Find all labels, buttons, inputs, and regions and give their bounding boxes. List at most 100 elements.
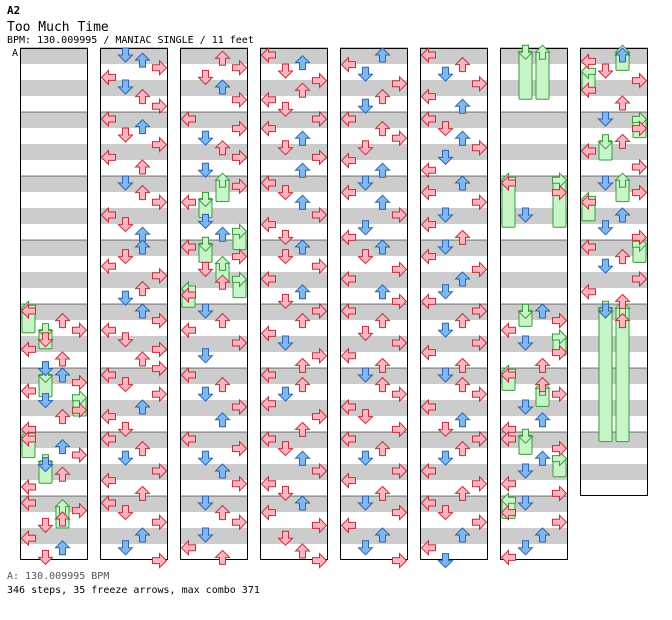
beat-stripe xyxy=(260,464,328,480)
beat-stripe xyxy=(100,464,168,480)
step-arrow-down xyxy=(197,130,214,146)
freeze-head xyxy=(614,172,631,188)
column-border xyxy=(420,48,488,560)
step-arrow-down xyxy=(277,530,294,546)
beat-stripe xyxy=(340,64,408,80)
step-arrow-down xyxy=(437,284,454,300)
step-arrow-right xyxy=(232,513,248,531)
beat-stripe xyxy=(20,352,88,368)
step-arrow-down xyxy=(197,527,214,543)
beat-stripe xyxy=(580,448,648,464)
step-arrow-right xyxy=(552,485,568,502)
step-arrow-up xyxy=(294,495,311,511)
freeze-head xyxy=(517,303,534,320)
beat-stripe xyxy=(180,192,248,208)
beat-stripe xyxy=(340,272,408,288)
step-arrow-right xyxy=(232,177,248,195)
step-arrow-up xyxy=(134,88,151,105)
beat-stripe xyxy=(180,496,248,512)
beat-stripe xyxy=(20,496,88,512)
step-arrow-down xyxy=(37,393,54,409)
beat-stripe xyxy=(20,304,88,320)
step-arrow-left xyxy=(420,398,436,416)
step-arrow-up xyxy=(214,226,231,242)
step-arrow-down xyxy=(437,207,454,223)
step-arrow-up xyxy=(54,466,71,482)
step-arrow-left xyxy=(180,193,196,211)
step-arrow-left xyxy=(260,504,276,521)
step-arrow-up xyxy=(214,312,231,329)
step-arrow-right xyxy=(472,139,488,157)
beat-stripe xyxy=(260,528,328,544)
step-arrow-down xyxy=(357,66,374,82)
step-arrow-up xyxy=(374,47,391,63)
step-arrow-up xyxy=(214,463,231,479)
beat-stripe xyxy=(580,48,648,64)
freeze-head xyxy=(197,191,214,208)
beat-stripe xyxy=(420,48,488,64)
beat-stripe xyxy=(580,480,648,496)
step-arrow-left xyxy=(260,395,276,413)
beat-stripe xyxy=(180,384,248,400)
step-arrow-up xyxy=(454,440,471,457)
beat-stripe xyxy=(500,400,568,416)
step-arrow-right xyxy=(632,229,648,246)
beat-stripe xyxy=(260,432,328,448)
step-arrow-left xyxy=(340,302,356,320)
beat-stripe xyxy=(180,544,248,560)
step-arrow-down xyxy=(117,421,134,438)
beat-stripe xyxy=(500,160,568,176)
step-arrow-up xyxy=(214,50,231,66)
step-arrow-right xyxy=(472,475,488,493)
step-arrow-left xyxy=(260,475,276,493)
beat-stripe xyxy=(260,480,328,496)
step-arrow-right xyxy=(472,302,488,320)
beat-stripe xyxy=(340,240,408,256)
beat-stripe xyxy=(500,384,568,400)
step-arrow-down xyxy=(357,409,374,425)
beat-stripe xyxy=(100,96,168,112)
beat-stripe xyxy=(260,176,328,192)
beat-stripe xyxy=(580,224,648,240)
step-arrow-up xyxy=(614,207,631,223)
beat-stripe xyxy=(420,384,488,400)
beat-stripe xyxy=(20,368,88,384)
step-arrow-down xyxy=(197,495,214,511)
freeze-arrow-down xyxy=(597,300,614,443)
beat-stripe xyxy=(500,112,568,128)
step-arrow-up xyxy=(134,159,151,175)
beat-stripe xyxy=(500,224,568,240)
step-arrow-up xyxy=(54,511,71,527)
step-arrow-left xyxy=(420,161,436,179)
beat-stripe xyxy=(580,272,648,288)
step-arrow-up xyxy=(454,175,471,191)
step-arrow-up xyxy=(454,527,471,543)
step-arrow-up xyxy=(534,303,551,319)
beat-stripe xyxy=(20,432,88,448)
step-arrow-right xyxy=(632,158,648,176)
beat-stripe xyxy=(180,240,248,256)
beat-stripe xyxy=(260,80,328,96)
footer-stats: 346 steps, 35 freeze arrows, max combo 3… xyxy=(7,585,260,596)
step-arrow-down xyxy=(357,220,374,236)
step-arrow-up xyxy=(534,412,551,428)
beat-stripe xyxy=(420,304,488,320)
beat-stripe xyxy=(580,288,648,304)
step-arrow-right xyxy=(152,552,168,569)
step-arrow-right xyxy=(472,334,488,352)
step-arrow-left xyxy=(340,229,356,246)
step-arrow-up xyxy=(54,351,71,367)
beat-stripe xyxy=(500,128,568,144)
step-arrow-down xyxy=(277,63,294,79)
beat-stripe xyxy=(500,240,568,256)
step-arrow-up xyxy=(54,367,71,383)
step-arrow-left xyxy=(420,539,436,557)
step-arrow-right xyxy=(152,267,168,285)
column-border xyxy=(580,48,648,496)
step-arrow-left xyxy=(500,321,516,339)
beat-stripe xyxy=(340,224,408,240)
beat-stripe xyxy=(20,256,88,272)
step-arrow-down xyxy=(437,421,454,438)
step-arrow-right xyxy=(472,513,488,531)
column-border xyxy=(20,48,88,560)
